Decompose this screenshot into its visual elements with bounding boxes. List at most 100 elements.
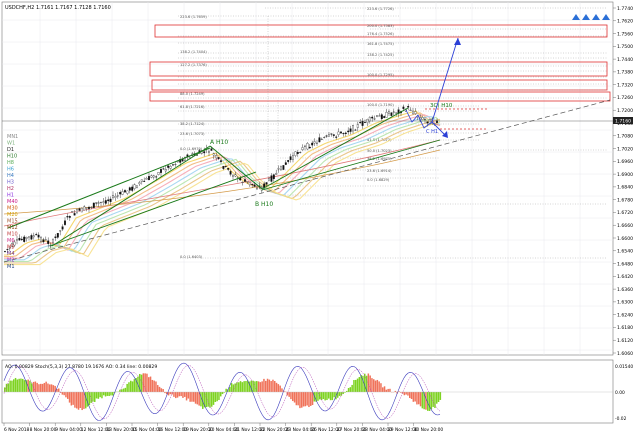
candle-body <box>314 141 316 143</box>
ao-bar <box>125 388 127 392</box>
fib-label: 127.2 (1.7376) <box>180 63 207 67</box>
candle-body <box>383 116 385 117</box>
ao-bar <box>373 379 375 392</box>
candle-body <box>21 239 23 240</box>
candle-body <box>266 182 268 184</box>
ao-bar <box>90 392 92 403</box>
price-axis-label: 1.6300 <box>617 300 633 306</box>
candle-body <box>163 169 165 170</box>
ao-bar <box>281 388 283 392</box>
timeframe-label: M30 <box>7 206 18 212</box>
candle-body <box>43 240 45 242</box>
candle-body <box>160 169 162 173</box>
candle-body <box>321 139 323 140</box>
candle-body <box>81 208 83 212</box>
candle-body <box>297 152 299 154</box>
candle-body <box>271 176 273 182</box>
ao-bar <box>215 392 217 402</box>
candle-body <box>290 157 292 160</box>
ao-bar <box>362 376 364 392</box>
candle-body <box>352 125 354 131</box>
candle-body <box>307 143 309 149</box>
ao-bar <box>17 379 19 392</box>
candle-body <box>218 157 220 158</box>
ao-bar <box>355 380 357 392</box>
candle-body <box>379 116 381 117</box>
ao-bar <box>207 392 209 407</box>
ao-bar <box>332 392 334 400</box>
candle-body <box>86 208 88 209</box>
ao-bar <box>51 384 53 392</box>
candle-body <box>388 112 390 114</box>
candle-body <box>412 111 414 113</box>
fib-label: 23.6 (1.7073) <box>180 132 205 136</box>
ao-bar <box>276 383 278 392</box>
timeframe-label: M40 <box>7 199 18 205</box>
candle-body <box>422 117 424 119</box>
ao-bar <box>377 380 379 392</box>
ao-bar <box>191 392 193 402</box>
ao-bar <box>8 384 10 392</box>
ao-bar <box>297 392 299 405</box>
ao-bar <box>308 392 310 407</box>
ao-bar <box>76 392 78 408</box>
candle-body <box>153 176 155 177</box>
candle-body <box>151 176 153 178</box>
candle-body <box>335 137 337 138</box>
fib-label: 100.0 (1.7295) <box>367 73 394 77</box>
ao-bar <box>94 392 96 402</box>
ao-bar <box>132 381 134 392</box>
ao-bar <box>256 381 258 392</box>
candle-body <box>364 122 366 123</box>
candle-body <box>139 183 141 184</box>
ao-bar <box>384 386 386 392</box>
candle-body <box>105 200 107 203</box>
ao-bar <box>380 383 382 392</box>
candle-body <box>129 188 131 191</box>
ao-bar <box>321 392 323 400</box>
ao-bar <box>162 389 164 392</box>
candle-body <box>381 115 383 119</box>
ao-bar <box>112 392 114 395</box>
ao-bar <box>422 392 424 408</box>
ao-bar <box>126 384 128 392</box>
timeframe-label: M4 <box>7 251 15 257</box>
candle-body <box>283 165 285 169</box>
ao-bar <box>305 392 307 406</box>
ao-bar <box>432 392 434 407</box>
price-axis-label: 1.7380 <box>617 70 633 76</box>
ao-bar <box>62 392 64 395</box>
ao-bar <box>269 380 271 392</box>
ao-bar <box>103 392 105 395</box>
candle-body <box>235 175 237 176</box>
wave-label-c: 3C) H10 <box>430 103 453 109</box>
ao-bar <box>425 392 427 410</box>
ao-bar <box>436 392 438 404</box>
ao-bar <box>270 381 272 392</box>
time-axis-label: 8 Nov 20:00 <box>30 427 57 433</box>
time-axis-label: 30 Nov 20:00 <box>414 427 444 433</box>
ao-bar <box>328 392 330 399</box>
candle-body <box>79 209 81 211</box>
indicator-label: AO: 0.00829 Stoch(5,3,3) 27.8780 19.1676… <box>5 364 157 370</box>
ao-bar <box>177 392 179 398</box>
time-axis-label: 6 Nov 2018 <box>4 427 30 433</box>
candle-body <box>64 221 66 225</box>
ao-bar <box>63 392 65 395</box>
ao-bar <box>47 384 49 392</box>
candle-body <box>146 178 148 179</box>
ao-bar <box>213 392 215 405</box>
candle-body <box>355 130 357 131</box>
candle-body <box>254 185 256 187</box>
indicator-axis-max: 0.01540 <box>615 364 633 370</box>
ao-bar <box>416 392 418 404</box>
ao-bar <box>229 387 231 392</box>
price-axis-label: 1.6660 <box>617 223 633 229</box>
candle-body <box>62 227 64 229</box>
candle-body <box>16 240 18 241</box>
ao-bar <box>96 392 98 398</box>
candle-body <box>316 143 318 144</box>
candle-body <box>203 152 205 153</box>
candle-body <box>299 152 301 153</box>
